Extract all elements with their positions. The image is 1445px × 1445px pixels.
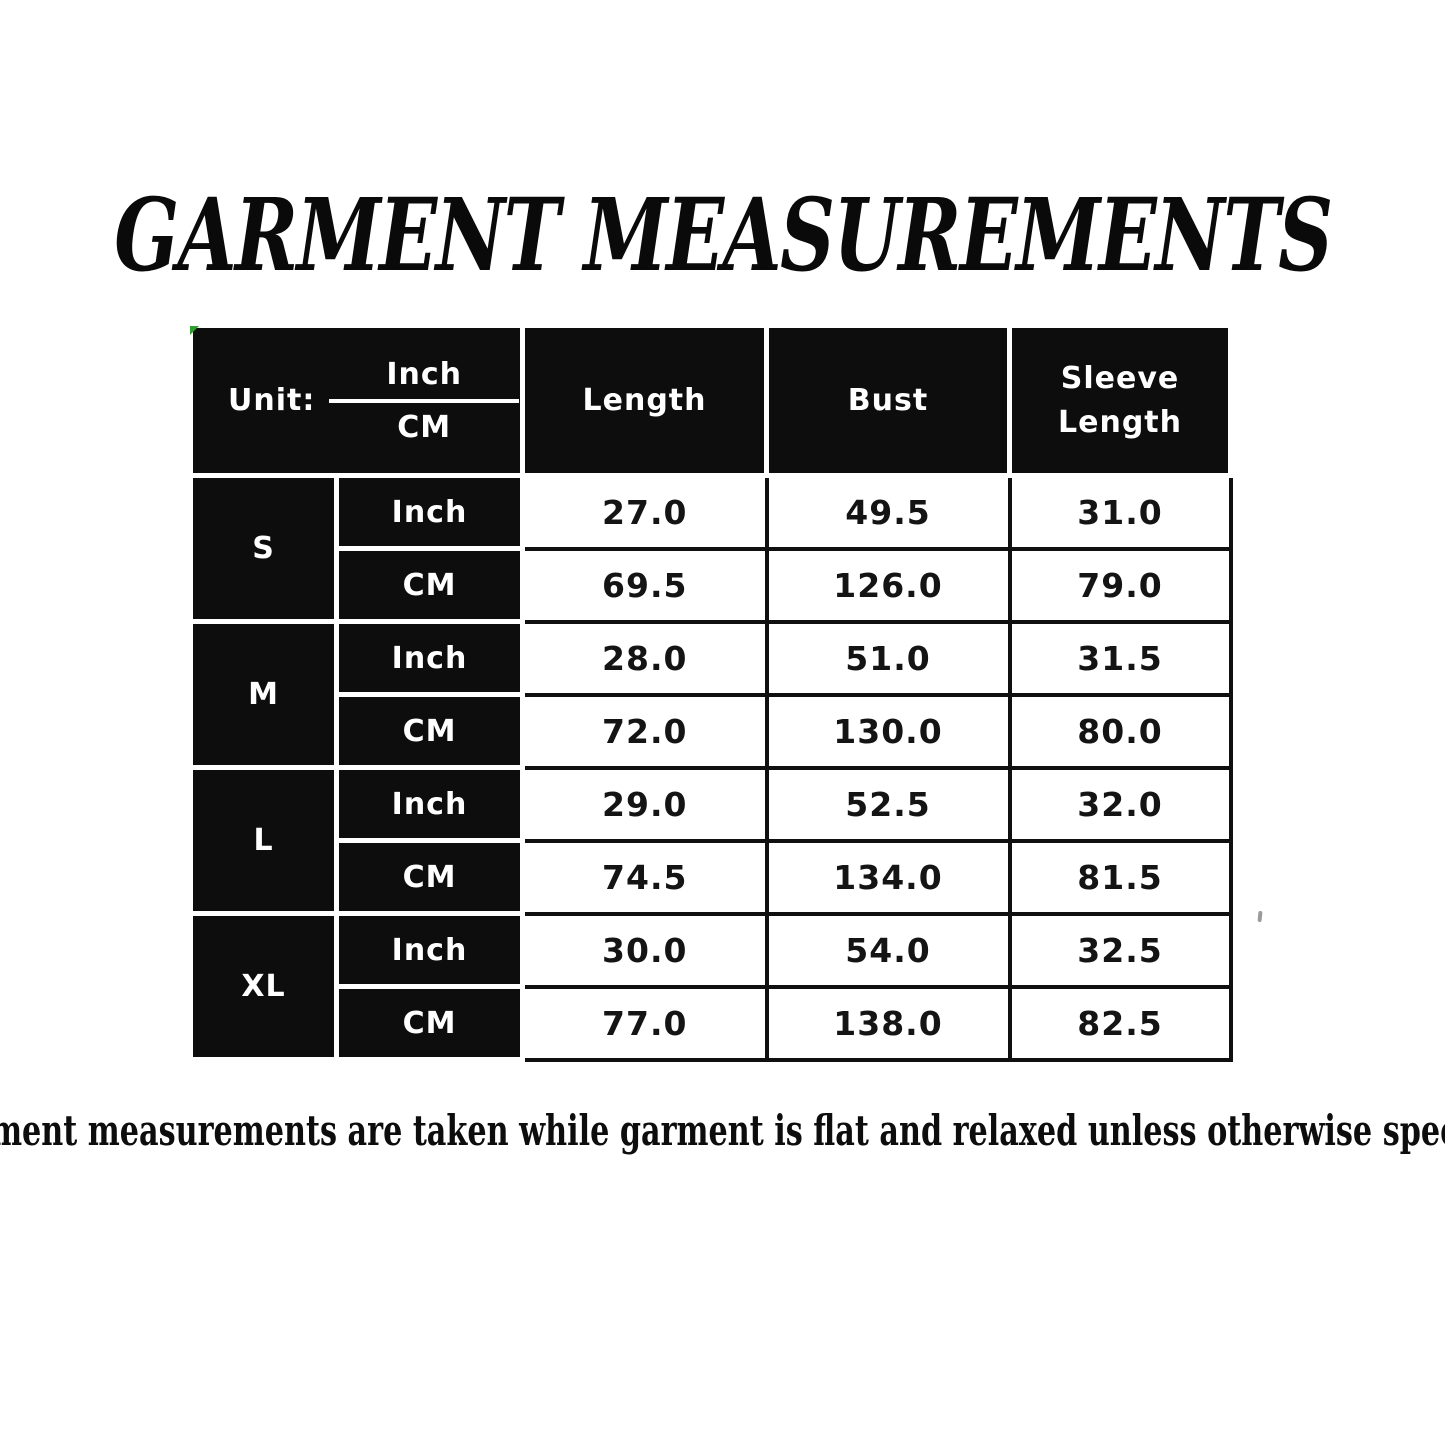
unit-label: Unit:: [228, 383, 316, 418]
column-header-sleeve-length: Sleeve Length: [1007, 323, 1233, 478]
table-row: M Inch 28.0 51.0 31.5: [188, 619, 1233, 770]
table-row: CM 74.5 134.0 81.5: [191, 838, 1233, 916]
sleeve-header-line1: Sleeve: [1060, 361, 1180, 396]
size-cell-l: L: [188, 765, 339, 916]
unit-cell: CM: [334, 984, 525, 1062]
bust-value: 138.0: [764, 984, 1012, 1062]
sleeve-value: 31.0: [1007, 473, 1233, 551]
bust-value: 126.0: [764, 546, 1012, 624]
length-value: 69.5: [520, 546, 769, 624]
unit-cell: Inch: [334, 765, 525, 843]
sleeve-value: 32.5: [1007, 911, 1233, 989]
page-title: GARMENT MEASUREMENTS: [113, 176, 1333, 294]
size-cell-xl: XL: [188, 911, 339, 1062]
length-value: 74.5: [520, 838, 769, 916]
sleeve-value: 32.0: [1007, 765, 1233, 843]
size-cell-s: S: [188, 473, 339, 624]
garment-measurements-table: Unit: Inch CM Length Bust Sleeve Length …: [188, 323, 1233, 1062]
sleeve-header-line2: Length: [1058, 404, 1182, 440]
length-value: 77.0: [520, 984, 769, 1062]
table-row: S Inch 27.0 49.5 31.0: [188, 473, 1233, 624]
bust-value: 52.5: [764, 765, 1012, 843]
sleeve-value: 81.5: [1007, 838, 1233, 916]
sleeve-value: 31.5: [1007, 619, 1233, 697]
unit-fraction-inch: Inch: [329, 357, 519, 403]
table-header-row: Unit: Inch CM Length Bust Sleeve Length: [188, 323, 1233, 478]
unit-cell: Inch: [334, 619, 525, 697]
bust-value: 51.0: [764, 619, 1012, 697]
size-cell-m: M: [188, 619, 339, 770]
title-container: GARMENT MEASUREMENTS: [0, 183, 1445, 288]
length-value: 27.0: [520, 473, 769, 551]
unit-cell: Inch: [334, 911, 525, 989]
bust-value: 54.0: [764, 911, 1012, 989]
unit-fraction-cm: CM: [397, 409, 452, 445]
bust-value: 49.5: [764, 473, 1012, 551]
bust-value: 130.0: [764, 692, 1012, 770]
bust-value: 134.0: [764, 838, 1012, 916]
table-row: CM 69.5 126.0 79.0: [191, 546, 1233, 624]
length-value: 28.0: [520, 619, 769, 697]
table-row: XL Inch 30.0 54.0 32.5: [188, 911, 1233, 1062]
unit-cell: CM: [334, 838, 525, 916]
unit-header-cell: Unit: Inch CM: [188, 323, 525, 478]
table-row: CM 72.0 130.0 80.0: [191, 692, 1233, 770]
unit-cell: Inch: [334, 473, 525, 551]
length-value: 30.0: [520, 911, 769, 989]
stray-mark-artifact: [1257, 910, 1263, 923]
sleeve-value: 79.0: [1007, 546, 1233, 624]
column-header-bust: Bust: [764, 323, 1012, 478]
footnote-container: *Garment measurements are taken while ga…: [0, 1106, 1445, 1155]
sleeve-value: 82.5: [1007, 984, 1233, 1062]
length-value: 29.0: [520, 765, 769, 843]
measurement-footnote: *Garment measurements are taken while ga…: [0, 1106, 1445, 1155]
unit-cell: CM: [334, 692, 525, 770]
sleeve-value: 80.0: [1007, 692, 1233, 770]
table-row: CM 77.0 138.0 82.5: [191, 984, 1233, 1062]
excel-corner-marker-icon: [190, 326, 199, 335]
unit-fraction: Inch CM: [329, 357, 519, 445]
length-value: 72.0: [520, 692, 769, 770]
table-row: L Inch 29.0 52.5 32.0: [188, 765, 1233, 916]
unit-cell: CM: [334, 546, 525, 624]
column-header-length: Length: [520, 323, 769, 478]
